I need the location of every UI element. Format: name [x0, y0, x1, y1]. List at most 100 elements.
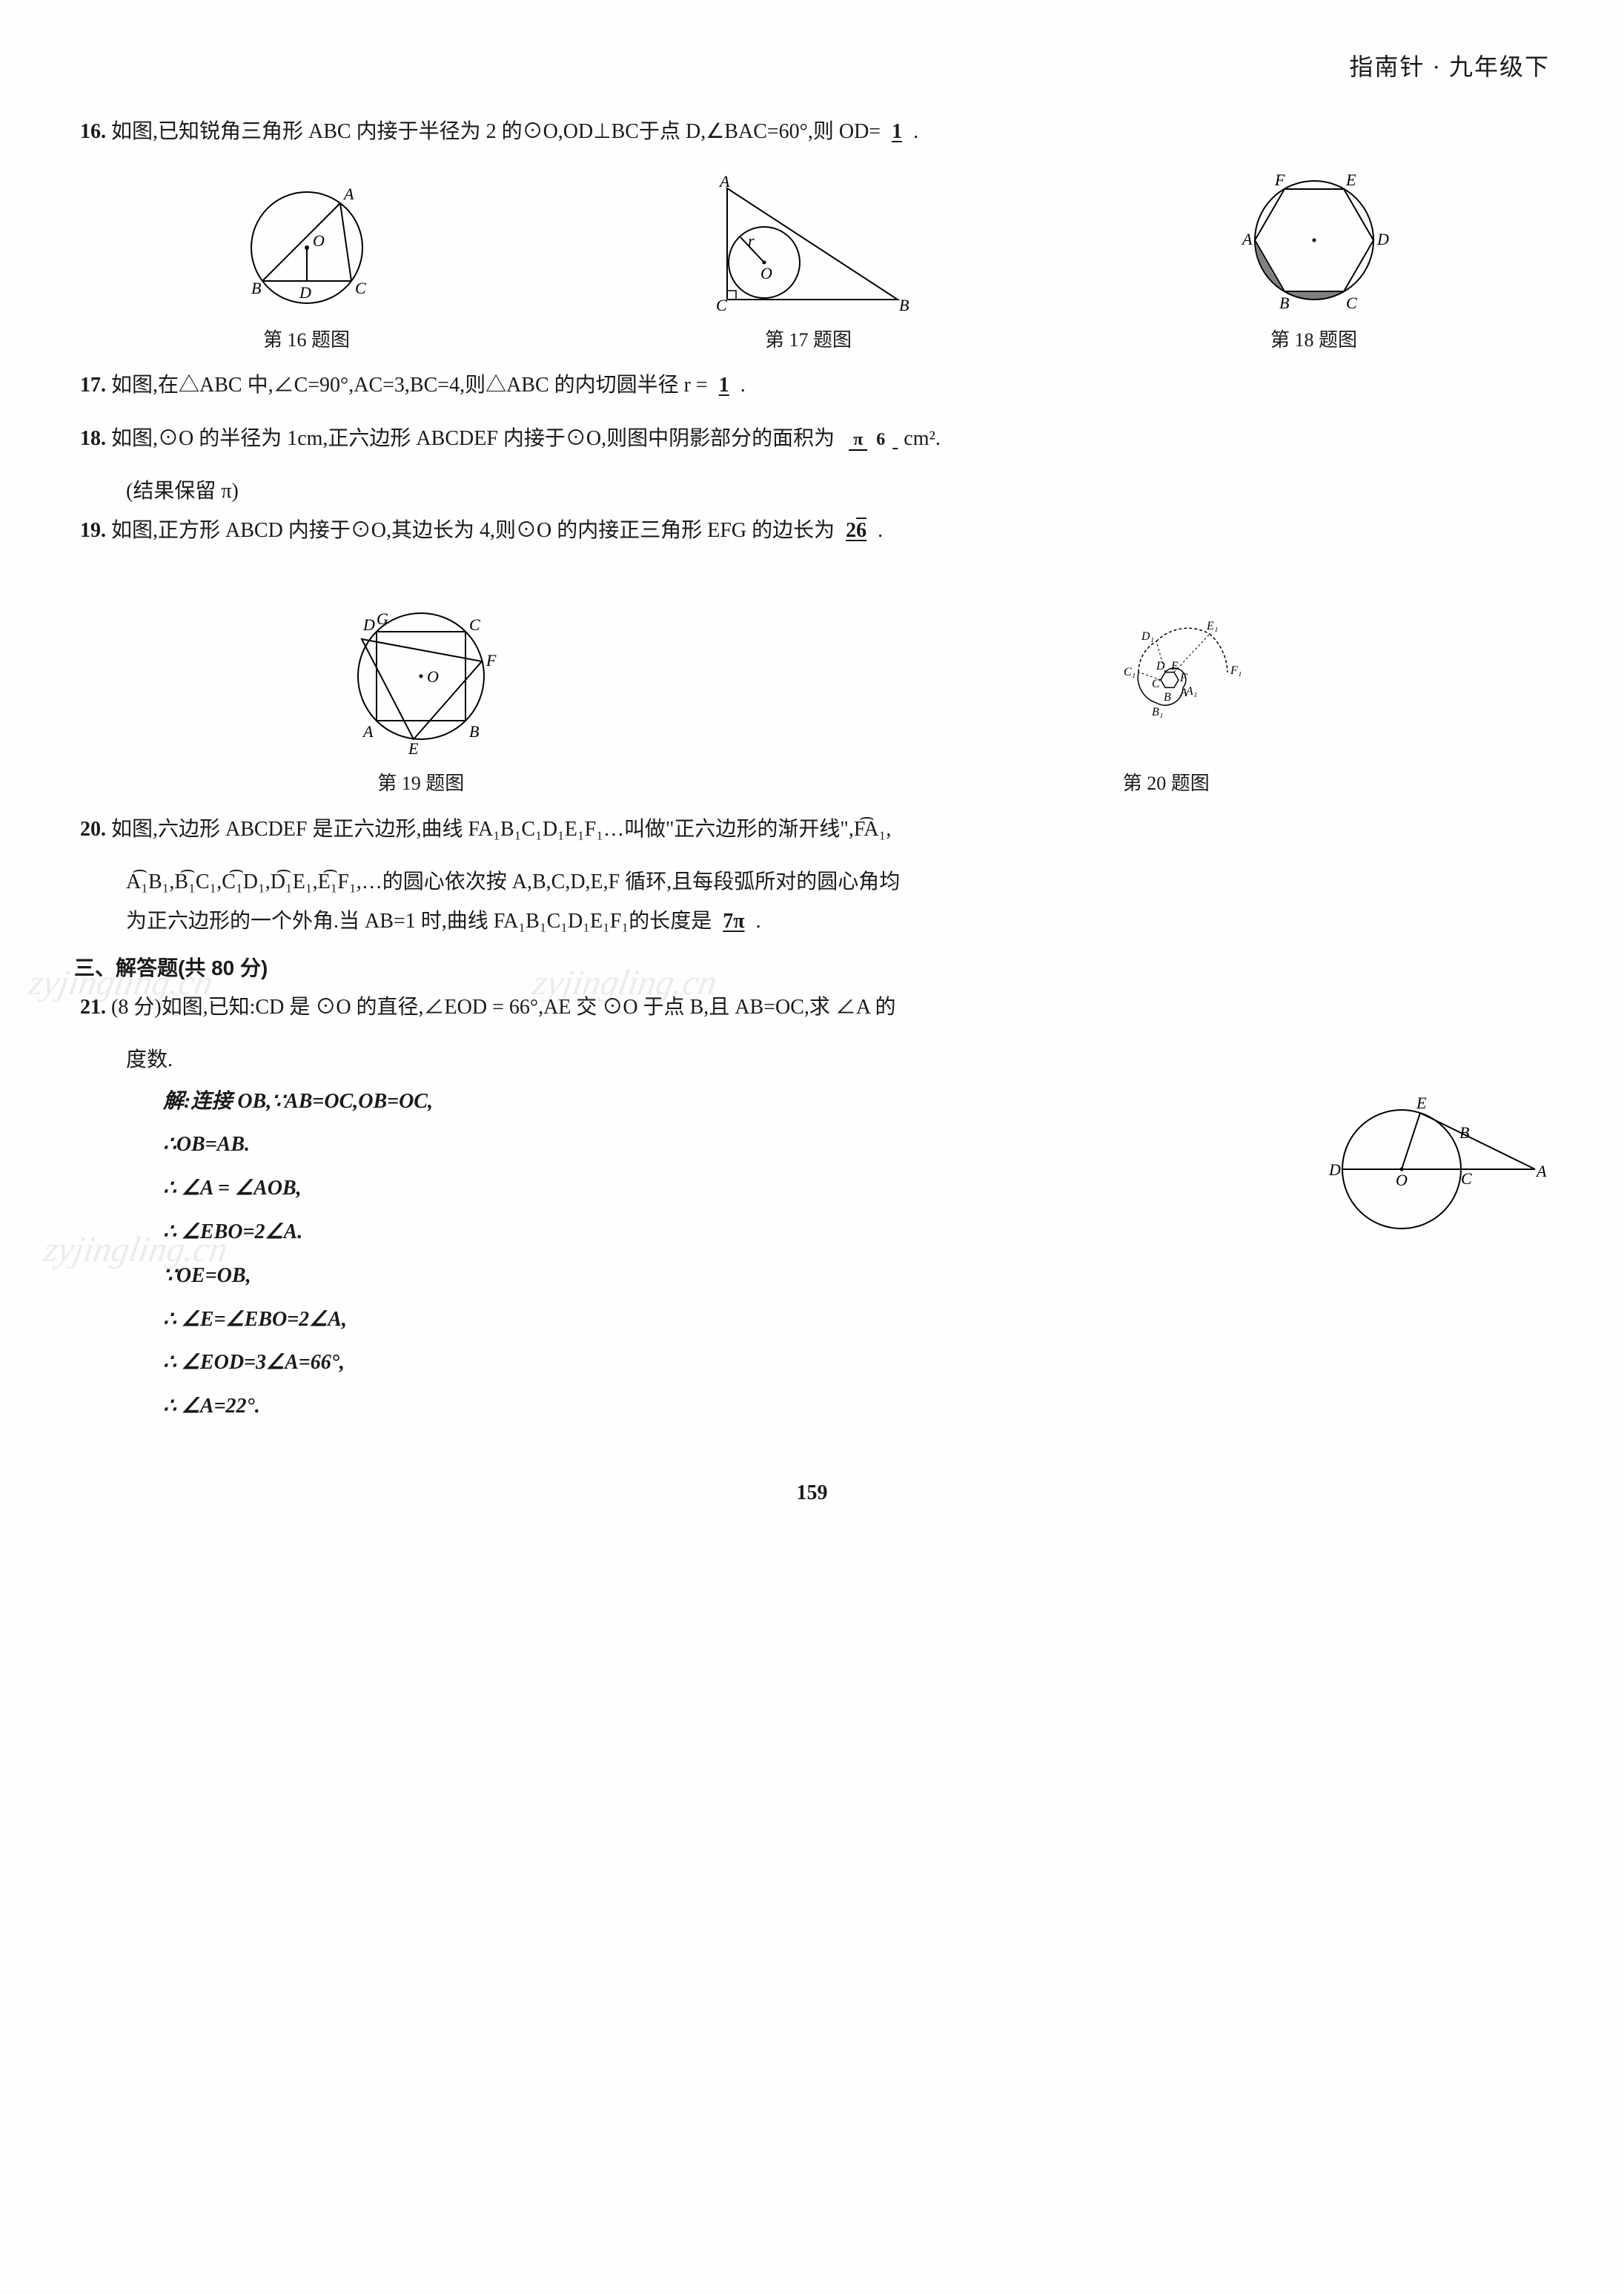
figure-20: A B C D E F A₁ B₁ C₁ D₁ E₁ F₁ 第 20 题图 [1040, 565, 1292, 801]
problem-text-after: cm². [904, 427, 941, 450]
svg-text:O: O [1396, 1171, 1408, 1189]
figure-17: A B C O r 第 17 题图 [705, 166, 912, 358]
svg-text:A: A [362, 722, 374, 741]
problem-18-note: (结果保留 π) [74, 472, 1550, 511]
answer-blank: 26 [840, 519, 872, 542]
svg-text:F: F [1179, 672, 1187, 684]
svg-text:G: G [377, 609, 388, 628]
figure-caption: 第 17 题图 [765, 322, 852, 358]
problem-21: 21. (8 分)如图,已知:CD 是 ⊙O 的直径,∠EOD = 66°,AE… [74, 988, 1550, 1027]
problem-text-after: . [740, 374, 746, 397]
problem-number: 17. [80, 374, 106, 397]
svg-text:C: C [1346, 294, 1357, 312]
figure-caption: 第 20 题图 [1123, 765, 1210, 801]
svg-text:C: C [1461, 1169, 1472, 1188]
svg-text:F: F [1274, 171, 1285, 189]
svg-text:A: A [342, 185, 354, 203]
problem-text: 如图,在△ABC 中,∠C=90°,AC=3,BC=4,则△ABC 的内切圆半径… [111, 374, 708, 397]
section-header-3: 三、解答题(共 80 分) [74, 948, 1550, 988]
problem-21-body: 解:连接 OB,∵AB=OC,OB=OC, ∴OB=AB. ∴ ∠A = ∠AO… [74, 1080, 1550, 1429]
answer-blank: π 6 [840, 427, 904, 450]
svg-text:E: E [408, 739, 419, 758]
page-header: 指南针 · 九年级下 [74, 44, 1550, 90]
answer-blank: 1 [713, 374, 735, 397]
svg-text:C: C [355, 279, 366, 297]
figure-21-svg: A B C D E O [1313, 1080, 1550, 1243]
solution-line: ∴ ∠EOD=3∠A=66°, [74, 1341, 1283, 1385]
problem-number: 18. [80, 427, 106, 450]
svg-text:r: r [748, 231, 755, 250]
svg-text:C: C [716, 296, 727, 314]
problem-number: 21. [80, 996, 106, 1019]
svg-text:D: D [1376, 230, 1389, 248]
svg-text:O: O [427, 667, 439, 686]
svg-text:B: B [1459, 1123, 1469, 1142]
figure-16: A B C D O 第 16 题图 [225, 166, 388, 358]
svg-text:B: B [251, 279, 261, 297]
problem-text: 如图,⊙O 的半径为 1cm,正六边形 ABCDEF 内接于⊙O,则图中阴影部分… [111, 427, 835, 450]
svg-text:D₁: D₁ [1141, 630, 1154, 643]
figure-caption: 第 19 题图 [377, 765, 464, 801]
svg-text:C₁: C₁ [1124, 666, 1136, 678]
svg-text:B: B [1164, 691, 1171, 704]
solution-line: ∴OB=AB. [74, 1123, 1283, 1167]
solution-line: ∵OE=OB, [74, 1255, 1283, 1298]
problem-21-line2: 度数. [74, 1040, 1550, 1080]
problem-16: 16. 如图,已知锐角三角形 ABC 内接于半径为 2 的⊙O,OD⊥BC于点 … [74, 112, 1550, 151]
figure-row-1: A B C D O 第 16 题图 A B C O r 第 17 题图 [74, 166, 1550, 358]
svg-text:B: B [1279, 294, 1289, 312]
problem-text: (8 分)如图,已知:CD 是 ⊙O 的直径,∠EOD = 66°,AE 交 ⊙… [111, 996, 896, 1019]
svg-text:B: B [899, 296, 909, 314]
svg-text:B₁: B₁ [1152, 706, 1163, 718]
figure-19: A B C D E F G O 第 19 题图 [332, 595, 510, 801]
svg-text:C: C [1152, 678, 1160, 690]
svg-text:F: F [485, 651, 497, 670]
problem-20: 20. 如图,六边形 ABCDEF 是正六边形,曲线 FA₁B₁C₁D₁E₁F₁… [74, 810, 1550, 849]
answer-blank: 7π [717, 910, 750, 933]
figure-row-2: A B C D E F G O 第 19 题图 A [74, 565, 1550, 801]
figure-20-svg: A B C D E F A₁ B₁ C₁ D₁ E₁ F₁ [1040, 565, 1292, 758]
solution-line: ∴ ∠A=22°. [74, 1385, 1283, 1429]
problem-18: 18. 如图,⊙O 的半径为 1cm,正六边形 ABCDEF 内接于⊙O,则图中… [74, 419, 1550, 458]
svg-text:B: B [469, 722, 479, 741]
svg-text:C: C [469, 615, 480, 634]
solution-line: ∴ ∠EBO=2∠A. [74, 1211, 1283, 1255]
answer-blank: 1 [886, 120, 908, 143]
problem-20-line3: 为正六边形的一个外角.当 AB=1 时,曲线 FA₁B₁C₁D₁E₁F₁的长度是… [74, 902, 1550, 941]
problem-text-after: . [913, 120, 918, 143]
problem-text-after: . [878, 519, 883, 542]
problem-number: 19. [80, 519, 106, 542]
problem-17: 17. 如图,在△ABC 中,∠C=90°,AC=3,BC=4,则△ABC 的内… [74, 366, 1550, 405]
svg-text:D: D [1328, 1160, 1341, 1179]
svg-text:O: O [313, 231, 325, 250]
svg-text:F₁: F₁ [1230, 664, 1242, 677]
problem-19: 19. 如图,正方形 ABCD 内接于⊙O,其边长为 4,则⊙O 的内接正三角形… [74, 511, 1550, 550]
problem-number: 16. [80, 120, 106, 143]
svg-text:D: D [299, 283, 311, 302]
problem-number: 20. [80, 818, 106, 841]
problem-20-line2: A͡₁B₁,B͡₁C₁,C͡₁D₁,D͡₁E₁,E͡₁F₁,…的圆心依次按 A,… [74, 862, 1550, 902]
figure-19-svg: A B C D E F G O [332, 595, 510, 758]
svg-text:O: O [760, 264, 772, 282]
solution-line: ∴ ∠A = ∠AOB, [74, 1167, 1283, 1211]
svg-text:E: E [1170, 660, 1179, 672]
problem-text: 如图,已知锐角三角形 ABC 内接于半径为 2 的⊙O,OD⊥BC于点 D,∠B… [111, 120, 881, 143]
figure-21: A B C D E O [1313, 1080, 1550, 1243]
svg-text:A₁: A₁ [1185, 685, 1197, 698]
figure-18-svg: A B C D E F [1229, 166, 1399, 314]
figure-17-svg: A B C O r [705, 166, 912, 314]
figure-caption: 第 18 题图 [1270, 322, 1357, 358]
svg-text:E₁: E₁ [1206, 620, 1218, 632]
figure-18: A B C D E F 第 18 题图 [1229, 166, 1399, 358]
page-number: 159 [74, 1473, 1550, 1513]
figure-caption: 第 16 题图 [263, 322, 350, 358]
figure-16-svg: A B C D O [225, 166, 388, 314]
problem-text: 如图,六边形 ABCDEF 是正六边形,曲线 FA₁B₁C₁D₁E₁F₁…叫做"… [111, 818, 891, 841]
solution-line: ∴ ∠E=∠EBO=2∠A, [74, 1298, 1283, 1342]
svg-text:A: A [1535, 1162, 1547, 1180]
svg-text:E: E [1345, 171, 1356, 189]
svg-text:E: E [1416, 1094, 1427, 1112]
svg-text:A: A [718, 172, 730, 191]
problem-text: 如图,正方形 ABCD 内接于⊙O,其边长为 4,则⊙O 的内接正三角形 EFG… [111, 519, 835, 542]
svg-text:D: D [362, 615, 375, 634]
